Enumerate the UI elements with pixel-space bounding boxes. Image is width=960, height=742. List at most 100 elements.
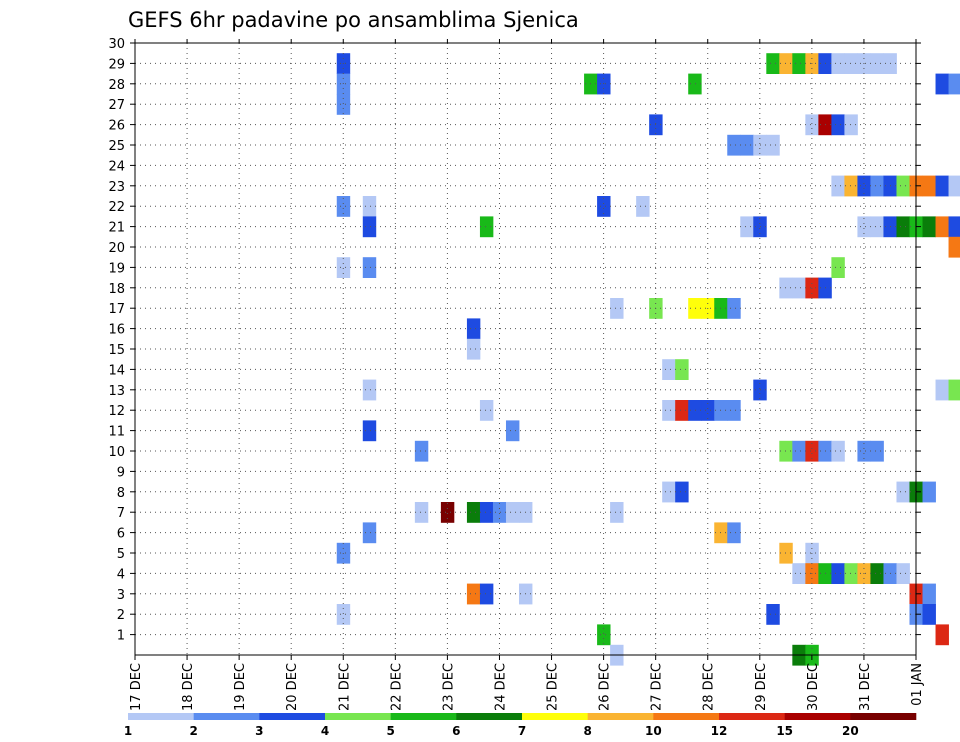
precip-cell	[727, 522, 741, 544]
y-tick-label: 28	[108, 78, 125, 93]
x-tick-label: 24 DEC	[493, 663, 508, 711]
x-tick-label: 19 DEC	[233, 663, 248, 711]
colorbar-swatch	[522, 713, 588, 720]
x-tick-label: 25 DEC	[546, 663, 561, 711]
colorbar-swatch	[719, 713, 785, 720]
y-tick-label: 19	[108, 261, 125, 276]
precip-cell	[336, 196, 351, 217]
precip-cell	[896, 216, 910, 238]
y-tick-label: 26	[108, 119, 125, 134]
precip-cell	[922, 481, 936, 503]
precip-cell	[922, 604, 936, 625]
precip-cell	[662, 481, 676, 503]
precip-cell	[727, 400, 741, 421]
colorbar-label: 15	[776, 724, 793, 738]
x-axis: 17 DEC 18 DEC 19 DEC 20 DEC 21 DEC 22 DEC 23 D…	[129, 39, 925, 711]
precip-cell	[779, 440, 793, 462]
y-tick-label: 13	[108, 384, 125, 399]
y-tick-label: 22	[108, 200, 125, 215]
precip-cell	[597, 196, 611, 217]
precip-cell	[792, 563, 806, 584]
precip-cell	[362, 522, 377, 544]
y-tick-label: 14	[108, 363, 125, 378]
colorbar-swatch	[193, 713, 260, 720]
y-tick-label: 10	[108, 445, 125, 460]
y-tick-label: 3	[117, 588, 125, 603]
precip-cell	[492, 502, 507, 523]
precip-cell	[857, 440, 871, 462]
precip-cell	[844, 53, 858, 74]
y-tick-label: 11	[108, 425, 125, 440]
x-tick-label: 30 DEC	[806, 663, 821, 711]
precip-cell	[948, 216, 960, 238]
precip-cell	[870, 563, 884, 584]
x-tick-label: 28 DEC	[702, 663, 717, 711]
precip-cell	[740, 134, 754, 156]
y-tick-label: 20	[108, 241, 125, 256]
y-tick-label: 21	[108, 221, 125, 236]
y-axis: 1234567891011121314151617181920212223242…	[108, 37, 921, 644]
colorbar-swatch	[456, 713, 523, 720]
precip-cell	[727, 298, 741, 319]
y-tick-label: 2	[117, 608, 125, 623]
precip-cell	[922, 175, 936, 197]
precip-cell	[896, 563, 910, 584]
precip-cell	[688, 298, 702, 319]
precip-cell	[362, 379, 377, 401]
y-tick-label: 29	[108, 57, 125, 72]
x-tick-label: 26 DEC	[598, 663, 613, 711]
precip-cell	[831, 114, 845, 136]
precip-cell	[896, 481, 910, 503]
colorbar-label: 2	[189, 724, 197, 738]
precip-cell	[688, 73, 702, 95]
y-tick-label: 25	[108, 139, 125, 154]
precip-cell	[675, 400, 689, 421]
colorbar: 1 2 3 4 5 6 7 8 10 12 15 20	[124, 713, 917, 738]
precip-cell	[779, 542, 793, 564]
colorbar-label: 8	[583, 724, 591, 738]
y-tick-label: 16	[108, 323, 125, 338]
precip-cell	[727, 134, 741, 156]
y-tick-label: 5	[117, 547, 125, 562]
precip-cell	[688, 400, 702, 421]
precip-cell	[844, 563, 858, 584]
precip-cell	[779, 53, 793, 74]
y-tick-label: 8	[117, 486, 125, 501]
precip-cell	[935, 624, 949, 646]
precip-cell	[948, 175, 960, 197]
y-tick-label: 30	[108, 37, 125, 52]
precip-cell	[831, 563, 845, 584]
precip-cell	[479, 502, 494, 523]
precip-cell	[831, 53, 845, 74]
precip-cell	[362, 257, 377, 278]
colorbar-swatch	[653, 713, 720, 720]
precip-cell	[870, 216, 884, 238]
x-tick-label: 21 DEC	[337, 663, 352, 711]
precip-cell	[870, 53, 884, 74]
colorbar-label: 6	[452, 724, 460, 738]
x-tick-label: 01 JAN	[910, 663, 925, 706]
precip-cell	[336, 257, 351, 278]
precip-cell	[922, 583, 936, 605]
precip-cell	[844, 114, 858, 136]
precip-cell	[336, 94, 351, 115]
precip-cell	[779, 277, 793, 299]
colorbar-swatch	[325, 713, 391, 720]
precip-cell	[896, 175, 910, 197]
precip-cell	[740, 216, 754, 238]
precip-cell	[948, 236, 960, 258]
y-tick-label: 24	[108, 159, 125, 174]
x-tick-label: 18 DEC	[181, 663, 196, 711]
colorbar-label: 7	[518, 724, 526, 738]
precip-cell	[362, 216, 377, 238]
y-tick-label: 7	[117, 506, 125, 521]
colorbar-swatch	[259, 713, 326, 720]
precip-cell	[766, 604, 780, 625]
precip-cell	[610, 298, 624, 319]
precip-cell	[636, 196, 650, 217]
colorbar-label: 4	[321, 724, 329, 738]
precip-cell	[935, 216, 949, 238]
precip-cell	[948, 73, 960, 95]
precip-cell	[857, 175, 871, 197]
precip-cell	[675, 359, 689, 380]
